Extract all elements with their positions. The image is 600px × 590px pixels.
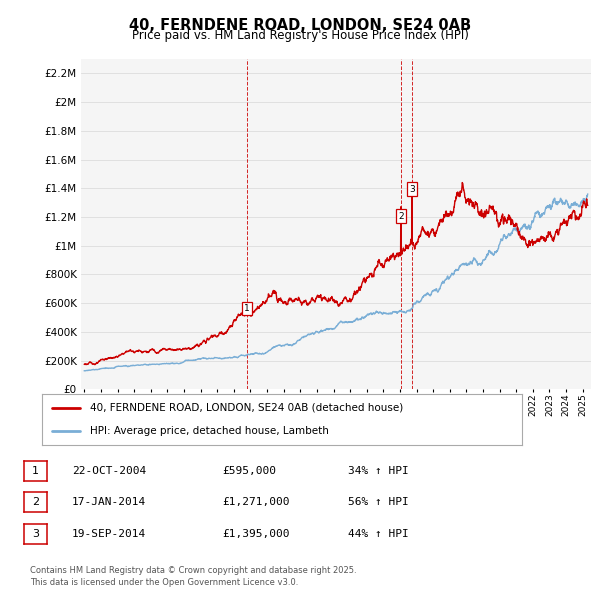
Text: 40, FERNDENE ROAD, LONDON, SE24 0AB (detached house): 40, FERNDENE ROAD, LONDON, SE24 0AB (det… [90,402,403,412]
Text: 22-OCT-2004: 22-OCT-2004 [72,466,146,476]
Text: 2: 2 [32,497,39,507]
Text: 17-JAN-2014: 17-JAN-2014 [72,497,146,507]
Text: 2: 2 [398,212,404,221]
Text: £1,395,000: £1,395,000 [222,529,290,539]
Text: 1: 1 [32,466,39,476]
Text: 40, FERNDENE ROAD, LONDON, SE24 0AB: 40, FERNDENE ROAD, LONDON, SE24 0AB [129,18,471,32]
Text: 1: 1 [244,304,250,313]
Text: 44% ↑ HPI: 44% ↑ HPI [348,529,409,539]
Text: 3: 3 [32,529,39,539]
Text: £595,000: £595,000 [222,466,276,476]
Text: 34% ↑ HPI: 34% ↑ HPI [348,466,409,476]
Text: 19-SEP-2014: 19-SEP-2014 [72,529,146,539]
Text: Contains HM Land Registry data © Crown copyright and database right 2025.
This d: Contains HM Land Registry data © Crown c… [30,566,356,587]
Text: HPI: Average price, detached house, Lambeth: HPI: Average price, detached house, Lamb… [90,427,329,437]
Text: £1,271,000: £1,271,000 [222,497,290,507]
Text: 3: 3 [409,185,415,194]
Text: 56% ↑ HPI: 56% ↑ HPI [348,497,409,507]
Text: Price paid vs. HM Land Registry's House Price Index (HPI): Price paid vs. HM Land Registry's House … [131,30,469,42]
